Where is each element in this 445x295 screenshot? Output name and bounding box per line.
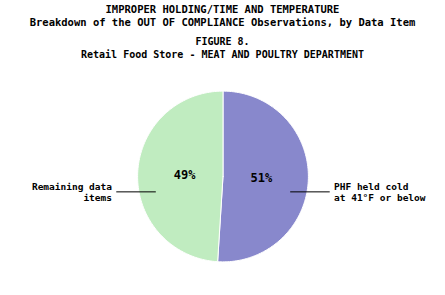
svg-text:49%: 49% [174,168,196,182]
html-text:IMPROPER HOLDING/TIME AND TEMP: IMPROPER HOLDING/TIME AND TEMPERATURE [105,3,340,15]
svg-text:PHF held coldat 41°F or below: PHF held coldat 41°F or below [334,181,426,203]
svg-text:Remaining dataitems: Remaining dataitems [32,181,112,203]
svg-text:51%: 51% [251,171,273,185]
html-text:Breakdown of the OUT OF COMPLI: Breakdown of the OUT OF COMPLIANCE Obser… [29,16,416,28]
html-text:Retail Food Store - MEAT AND P: Retail Food Store - MEAT AND POULTRY DEP… [81,49,364,60]
html-text:FIGURE 8.: FIGURE 8. [195,36,250,47]
